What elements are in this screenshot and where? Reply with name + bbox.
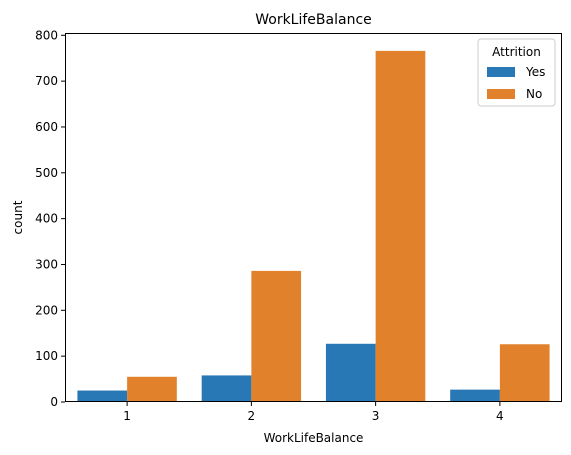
legend-swatch-no: [487, 89, 515, 99]
bar-yes-4: [450, 390, 500, 402]
bar-no-1: [127, 377, 177, 402]
bar-yes-1: [77, 391, 127, 402]
bar-yes-2: [202, 375, 252, 402]
chart-title: WorkLifeBalance: [255, 12, 372, 28]
legend-title: Attrition: [492, 45, 541, 59]
x-tick-label: 2: [248, 409, 256, 423]
bar-no-2: [251, 271, 301, 402]
x-tick-label: 4: [496, 409, 504, 423]
y-tick-label: 200: [35, 303, 58, 317]
x-tick-label: 3: [372, 409, 380, 423]
bar-no-3: [376, 51, 426, 402]
y-tick-label: 0: [50, 395, 58, 409]
bar-yes-3: [326, 344, 376, 402]
bar-no-4: [500, 344, 550, 402]
y-tick-label: 600: [35, 120, 58, 134]
legend-label-yes: Yes: [525, 65, 545, 79]
legend-swatch-yes: [487, 67, 515, 77]
y-axis-label: count: [11, 200, 25, 234]
x-axis-label: WorkLifeBalance: [264, 431, 364, 445]
legend-label-no: No: [526, 87, 542, 101]
y-tick-label: 800: [35, 28, 58, 42]
x-tick-label: 1: [123, 409, 131, 423]
y-tick-label: 700: [35, 74, 58, 88]
y-tick-label: 500: [35, 166, 58, 180]
y-tick-label: 300: [35, 257, 58, 271]
y-tick-label: 100: [35, 349, 58, 363]
legend: Attrition Yes No: [478, 39, 555, 106]
y-tick-label: 400: [35, 212, 58, 226]
